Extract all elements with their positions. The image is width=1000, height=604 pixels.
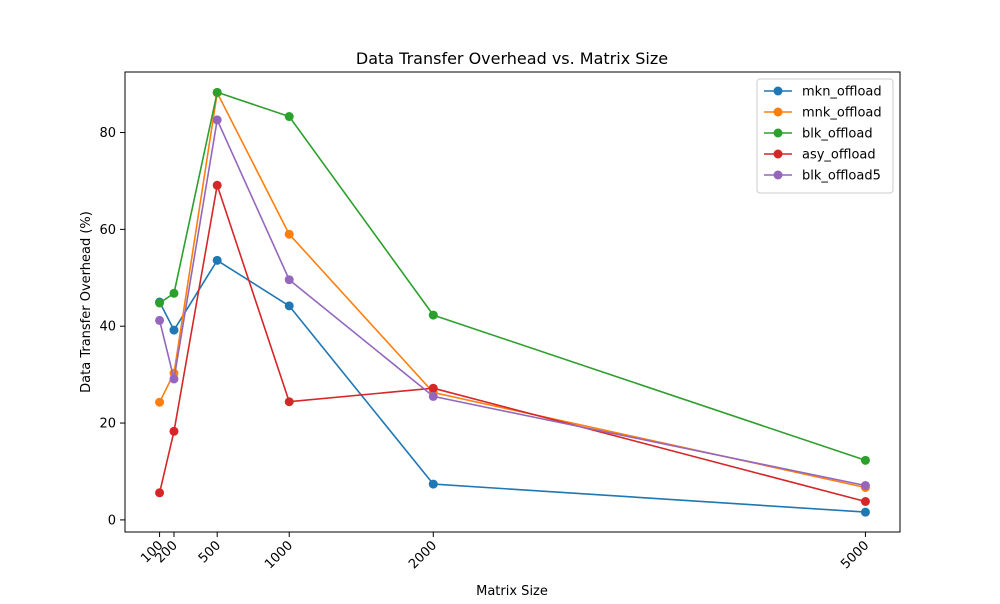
data-point	[212, 87, 222, 97]
x-tick-label: 500	[196, 538, 224, 566]
legend-label: mkn_offload	[802, 85, 882, 100]
series-line	[158, 184, 866, 503]
series-asy_offload	[155, 180, 870, 506]
legend: mkn_offload mnk_offload blk_offload asy_off…	[756, 78, 894, 194]
legend-label: mnk_offload	[802, 106, 882, 121]
legend-marker	[773, 149, 783, 159]
series-blk_offload5	[155, 115, 870, 491]
y-tick-label: 20	[99, 417, 116, 432]
legend-item: asy_offload	[764, 148, 876, 163]
series-mkn_offload	[155, 255, 870, 517]
legend-marker	[773, 107, 783, 117]
data-point	[155, 397, 165, 407]
data-point	[860, 507, 870, 517]
data-point	[428, 310, 438, 320]
data-point	[169, 426, 179, 436]
legend-item: mnk_offload	[764, 106, 882, 121]
data-point	[284, 229, 294, 239]
y-tick-label: 0	[108, 513, 116, 528]
data-point	[860, 455, 870, 465]
x-tick-label: 1000	[262, 538, 296, 572]
legend-item: blk_offload5	[764, 169, 881, 184]
series-blk_offload	[155, 87, 870, 465]
series-line	[158, 259, 866, 513]
data-point	[284, 397, 294, 407]
data-point	[169, 374, 179, 384]
data-point	[284, 301, 294, 311]
x-tick-label: 5000	[838, 538, 872, 572]
data-point	[212, 180, 222, 190]
data-point	[155, 315, 165, 325]
data-point	[284, 275, 294, 285]
data-point	[428, 479, 438, 489]
chart-title: Data Transfer Overhead vs. Matrix Size	[356, 49, 668, 68]
data-point	[212, 115, 222, 125]
legend-marker	[773, 86, 783, 96]
y-tick-label: 60	[99, 223, 116, 238]
data-point	[212, 255, 222, 265]
y-tick-label: 80	[99, 126, 116, 141]
plot-frame	[124, 71, 901, 533]
y-axis: 0 20 40 60 80	[99, 126, 125, 528]
legend-marker	[773, 170, 783, 180]
x-tick-label: 2000	[406, 538, 440, 572]
data-point	[169, 325, 179, 335]
data-point	[155, 488, 165, 498]
data-point	[155, 298, 165, 308]
legend-label: blk_offload5	[802, 169, 881, 184]
legend-label: asy_offload	[802, 148, 876, 163]
legend-item: mkn_offload	[764, 85, 882, 100]
legend-box	[756, 78, 894, 194]
data-point	[428, 391, 438, 401]
x-axis-label: Matrix Size	[476, 584, 548, 599]
series-line	[158, 119, 866, 487]
data-point	[169, 288, 179, 298]
data-point	[860, 496, 870, 506]
data-point	[860, 481, 870, 491]
y-tick-label: 40	[99, 320, 116, 335]
legend-marker	[773, 128, 783, 138]
data-point	[284, 112, 294, 122]
legend-label: blk_offload	[802, 127, 873, 142]
plot-area	[155, 87, 870, 517]
data-point	[428, 383, 438, 393]
y-axis-label: Data Transfer Overhead (%)	[79, 211, 94, 393]
legend-item: blk_offload	[764, 127, 873, 142]
